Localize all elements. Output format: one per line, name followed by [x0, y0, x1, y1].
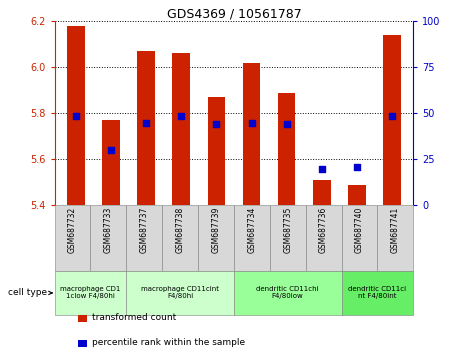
Point — [353, 164, 361, 170]
Point — [72, 113, 79, 119]
Text: GSM687736: GSM687736 — [319, 207, 328, 253]
Text: dendritic CD11ci
nt F4/80int: dendritic CD11ci nt F4/80int — [348, 286, 407, 299]
Text: GSM687737: GSM687737 — [140, 207, 149, 253]
Text: macrophage CD1
1clow F4/80hi: macrophage CD1 1clow F4/80hi — [60, 286, 121, 299]
Text: GSM687740: GSM687740 — [355, 207, 364, 253]
Point — [177, 113, 185, 119]
Point — [318, 166, 326, 171]
Text: GSM687733: GSM687733 — [104, 207, 113, 253]
Bar — [383, 35, 401, 205]
Point — [107, 147, 114, 153]
Text: GSM687741: GSM687741 — [391, 207, 400, 253]
Text: GSM687739: GSM687739 — [211, 207, 220, 253]
Point — [248, 121, 256, 126]
Point — [283, 121, 291, 127]
Bar — [102, 120, 120, 205]
Text: transformed count: transformed count — [92, 313, 176, 322]
Bar — [172, 53, 190, 205]
Bar — [208, 97, 225, 205]
Bar — [67, 26, 85, 205]
Bar — [137, 51, 155, 205]
Bar — [243, 63, 260, 205]
Text: macrophage CD11cint
F4/80hi: macrophage CD11cint F4/80hi — [141, 286, 219, 299]
Text: GSM687732: GSM687732 — [68, 207, 77, 253]
Point — [212, 121, 220, 127]
Bar — [313, 180, 331, 205]
Bar — [278, 93, 295, 205]
Text: dendritic CD11chi
F4/80low: dendritic CD11chi F4/80low — [256, 286, 319, 299]
Bar — [348, 184, 366, 205]
Text: GSM687738: GSM687738 — [176, 207, 185, 253]
Point — [142, 121, 150, 126]
Text: GSM687734: GSM687734 — [247, 207, 257, 253]
Text: cell type: cell type — [9, 289, 48, 297]
Title: GDS4369 / 10561787: GDS4369 / 10561787 — [167, 7, 301, 20]
Point — [389, 113, 396, 119]
Text: GSM687735: GSM687735 — [283, 207, 292, 253]
Text: percentile rank within the sample: percentile rank within the sample — [92, 338, 245, 347]
